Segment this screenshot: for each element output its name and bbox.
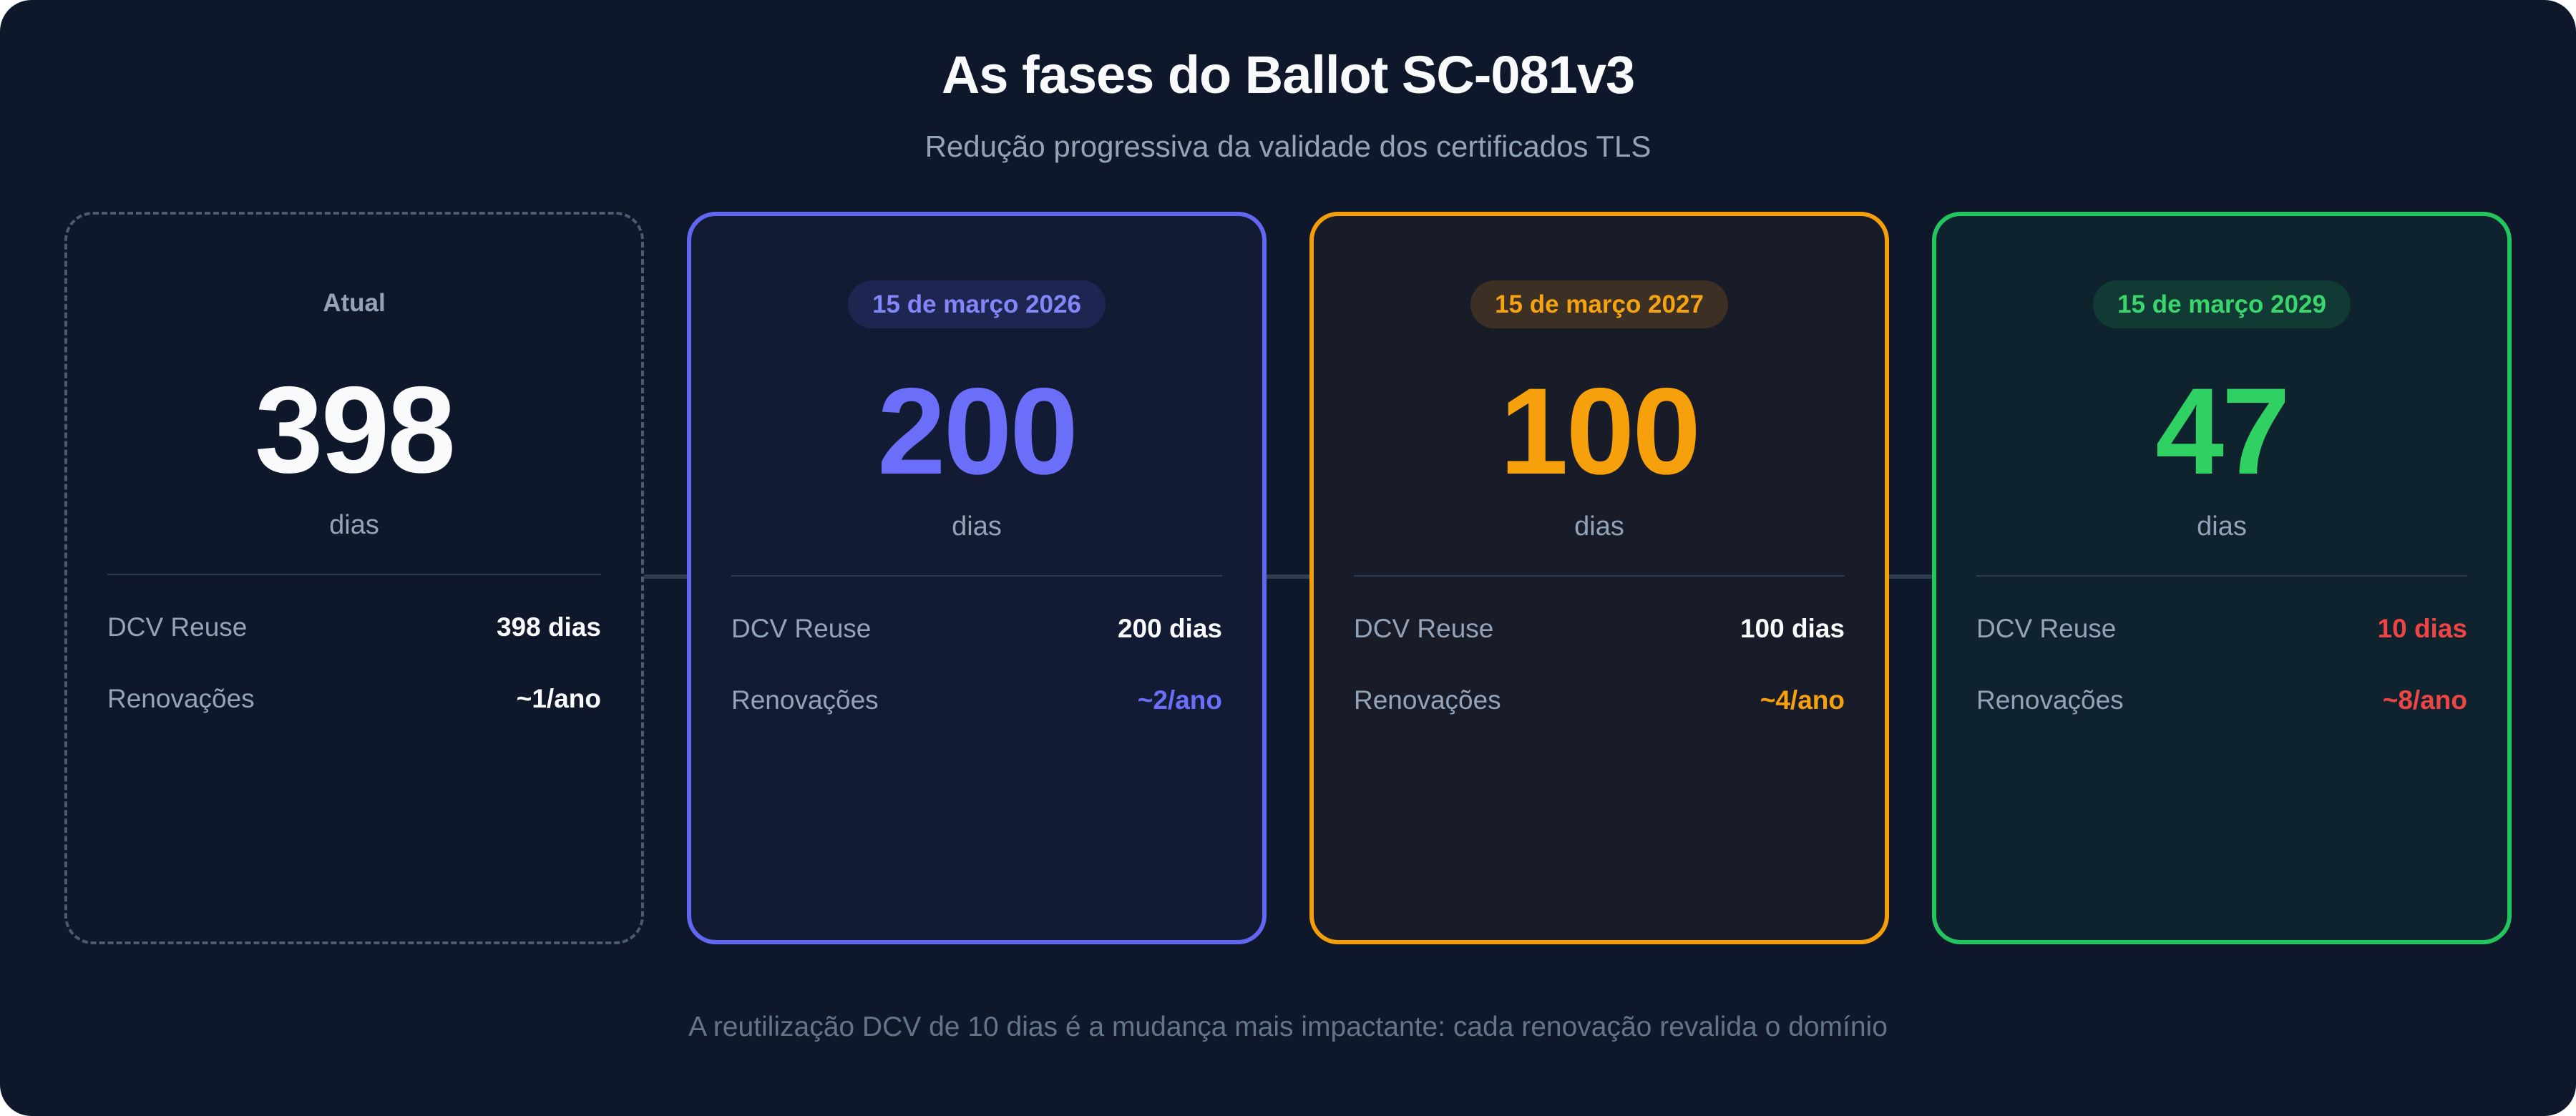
dcv-reuse-label: DCV Reuse: [1354, 614, 1494, 643]
renewals-row: Renovações ~2/ano: [731, 685, 1222, 715]
renewals-value: ~2/ano: [1137, 685, 1222, 715]
footer-note: A reutilização DCV de 10 dias é a mudanç…: [688, 1012, 1888, 1042]
renewals-value: ~8/ano: [2382, 685, 2467, 715]
dcv-reuse-row: DCV Reuse 200 dias: [731, 614, 1222, 644]
card-divider: [731, 575, 1222, 577]
days-unit: dias: [952, 512, 1002, 542]
card-atual: Atual 398 dias DCV Reuse 398 dias Renova…: [64, 212, 644, 944]
phase-badge: 15 de março 2029: [2093, 280, 2351, 328]
phase-badge: 15 de março 2027: [1470, 280, 1728, 328]
renewals-row: Renovações ~8/ano: [1976, 685, 2467, 715]
card-divider: [1976, 575, 2467, 577]
renewals-label: Renovações: [107, 684, 255, 713]
renewals-value: ~4/ano: [1760, 685, 1845, 715]
renewals-label: Renovações: [1976, 685, 2124, 715]
dcv-reuse-label: DCV Reuse: [1976, 614, 2117, 643]
renewals-value: ~1/ano: [516, 684, 601, 713]
card-2026: 15 de março 2026 200 dias DCV Reuse 200 …: [687, 212, 1267, 944]
days-value: 47: [2155, 363, 2290, 500]
days-value: 100: [1500, 363, 1701, 500]
connector-line: [644, 574, 687, 579]
phase-badge: 15 de março 2026: [848, 280, 1106, 328]
dcv-reuse-value: 10 dias: [2377, 614, 2467, 643]
card-divider: [1354, 575, 1845, 577]
days-value: 398: [255, 361, 456, 499]
renewals-row: Renovações ~4/ano: [1354, 685, 1845, 715]
dcv-reuse-value: 200 dias: [1117, 614, 1222, 643]
days-unit: dias: [2197, 512, 2247, 542]
dcv-reuse-label: DCV Reuse: [107, 612, 248, 642]
cards-row: Atual 398 dias DCV Reuse 398 dias Renova…: [64, 212, 2512, 944]
dcv-reuse-value: 398 dias: [496, 612, 601, 642]
phase-badge: Atual: [323, 289, 386, 317]
renewals-label: Renovações: [731, 685, 879, 715]
connector-line: [1267, 574, 1309, 579]
renewals-row: Renovações ~1/ano: [107, 684, 601, 714]
page-subtitle: Redução progressiva da validade dos cert…: [924, 129, 1652, 163]
footer: A reutilização DCV de 10 dias é a mudanç…: [0, 1012, 2576, 1116]
page-title: As fases do Ballot SC-081v3: [941, 45, 1635, 104]
header: As fases do Ballot SC-081v3 Redução prog…: [0, 0, 2576, 164]
dcv-reuse-label: DCV Reuse: [731, 614, 872, 643]
days-unit: dias: [1574, 512, 1624, 542]
dcv-reuse-value: 100 dias: [1740, 614, 1845, 643]
dcv-reuse-row: DCV Reuse 100 dias: [1354, 614, 1845, 644]
days-value: 200: [877, 363, 1078, 500]
connector-line: [1889, 574, 1932, 579]
card-2029: 15 de março 2029 47 dias DCV Reuse 10 di…: [1932, 212, 2512, 944]
card-divider: [107, 574, 601, 575]
days-unit: dias: [329, 510, 379, 540]
dcv-reuse-row: DCV Reuse 398 dias: [107, 612, 601, 642]
card-2027: 15 de março 2027 100 dias DCV Reuse 100 …: [1309, 212, 1889, 944]
dcv-reuse-row: DCV Reuse 10 dias: [1976, 614, 2467, 644]
renewals-label: Renovações: [1354, 685, 1501, 715]
